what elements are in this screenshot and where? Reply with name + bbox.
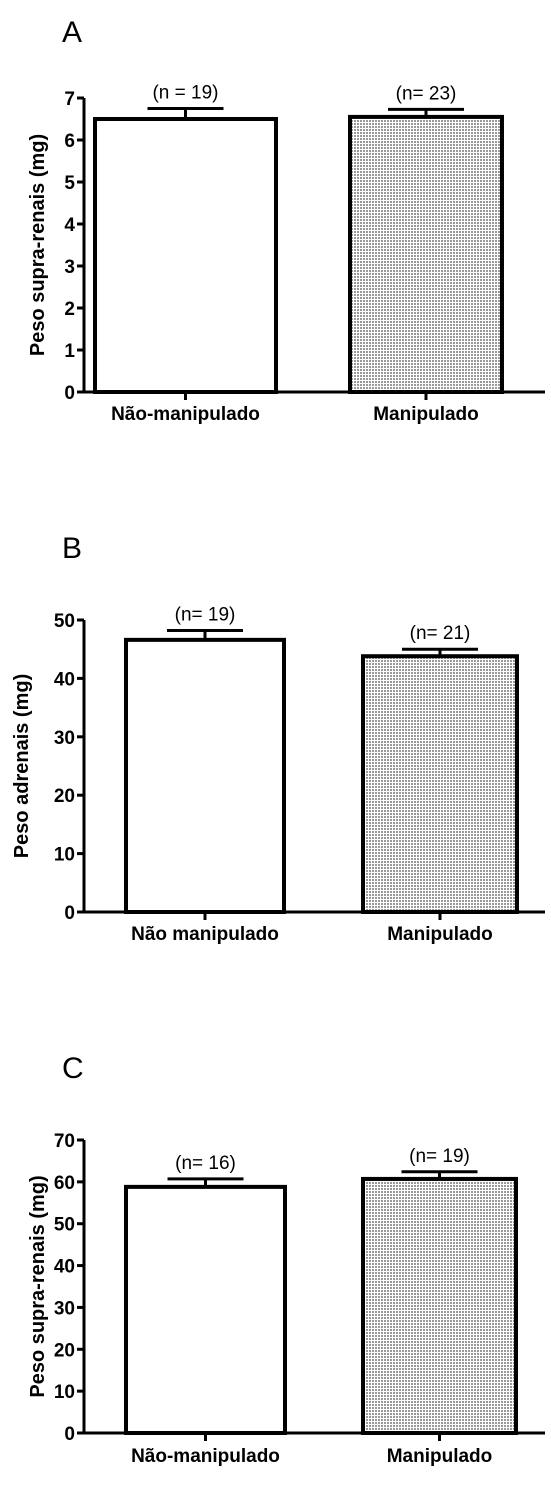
panel-b-n-label-1: (n= 19): [175, 605, 236, 626]
panel-c-ylabel: Peso supra-renais (mg): [27, 1175, 49, 1397]
panel-a-ytick-label: 3: [64, 257, 75, 278]
panel-a-ytick-label: 0: [64, 383, 75, 404]
panel-b-letter: B: [62, 532, 82, 565]
panel-a-letter: A: [62, 16, 82, 49]
panel-c-ytick-label: 0: [64, 1424, 75, 1445]
panel-b-category-label-2: Manipulado: [387, 924, 493, 945]
panel-c-n-label-1: (n= 16): [175, 1153, 236, 1174]
panel-b-ytick-label: 10: [54, 845, 75, 866]
panel-a-ytick-label: 4: [64, 215, 75, 236]
panel-b-bar-2: [361, 654, 519, 915]
panel-c-ytick-label: 50: [54, 1215, 75, 1236]
panel-b-ytick-label: 40: [54, 669, 75, 690]
panel-a-ytick-label: 5: [64, 173, 75, 194]
panel-b-ylabel: Peso adrenais (mg): [11, 674, 33, 859]
panel-a-n-label-2: (n= 23): [396, 83, 457, 104]
panel-c-ytick-label: 10: [54, 1382, 75, 1403]
panel-a-n-label-1: (n = 19): [152, 83, 218, 104]
panel-b-ytick-label: 0: [64, 903, 75, 924]
panel-b-n-label-2: (n= 21): [410, 623, 471, 644]
panel-c-ytick-label: 20: [54, 1340, 75, 1361]
panel-a-ylabel: Peso supra-renais (mg): [27, 134, 49, 356]
panel-c-n-label-2: (n= 19): [409, 1146, 470, 1167]
panel-b-bar-1: [124, 637, 286, 915]
panel-c-bar-1: [124, 1184, 287, 1435]
panel-c-ytick-label: 70: [54, 1131, 75, 1152]
panel-c-ytick-label: 40: [54, 1257, 75, 1278]
panel-a-ytick-label: 7: [64, 89, 75, 110]
panel-c-ytick-label: 30: [54, 1298, 75, 1319]
panel-a-bar-2: [348, 114, 504, 395]
panel-a-category-label-2: Manipulado: [373, 404, 479, 425]
panel-b-ytick-label: 30: [54, 728, 75, 749]
panel-c-category-label-1: Não-manipulado: [131, 1446, 280, 1467]
panel-b-ytick-label: 50: [54, 611, 75, 632]
panel-a-ytick-label: 6: [64, 131, 75, 152]
panel-a-ytick-label: 1: [64, 341, 75, 362]
panel-a-category-label-1: Não-manipulado: [111, 404, 260, 425]
panel-c-letter: C: [62, 1052, 84, 1085]
panel-a-ytick-label: 2: [64, 299, 75, 320]
panel-c-category-label-2: Manipulado: [387, 1446, 493, 1467]
panel-b-ytick-label: 20: [54, 786, 75, 807]
panel-c-bar-2: [361, 1176, 518, 1435]
panel-a-bar-1: [93, 117, 278, 394]
panel-c-ytick-label: 60: [54, 1173, 75, 1194]
panel-b-category-label-1: Não manipulado: [131, 924, 279, 945]
